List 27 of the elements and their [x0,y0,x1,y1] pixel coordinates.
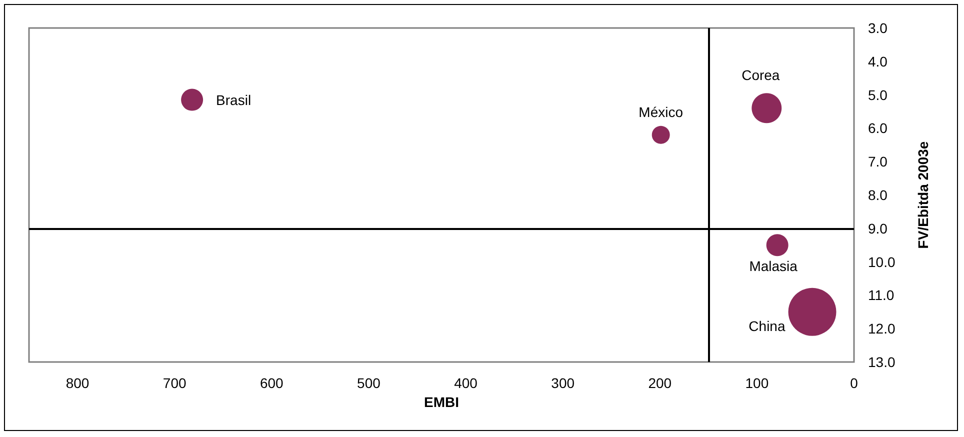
y-tick-label: 9.0 [868,220,888,236]
y-tick-label: 6.0 [868,120,888,136]
y-tick-label: 7.0 [868,154,888,170]
series-label: Malasia [749,258,798,274]
x-axis-title: EMBI [424,394,459,410]
y-tick-label: 10.0 [868,254,896,270]
series-label: Brasil [216,92,252,108]
y-axis-title: FV/Ebitda 2003e [915,141,931,249]
x-tick-label: 200 [648,375,672,391]
y-tick-label: 5.0 [868,86,888,103]
x-tick-label: 300 [551,375,575,391]
x-tick-label: 100 [745,375,769,391]
x-tick-label: 700 [162,375,186,391]
y-tick-label: 11.0 [868,287,894,304]
x-tick-label: 500 [357,375,381,391]
x-tick-label: 800 [66,375,90,391]
y-tick-label: 4.0 [868,53,888,70]
x-tick-label: 400 [454,375,478,391]
y-tick-label: 12.0 [868,320,896,337]
y-tick-label: 13.0 [868,354,896,370]
series-label: México [638,104,684,120]
series-label: Corea [742,67,780,84]
x-tick-label: 600 [260,375,284,391]
x-tick-label: 0 [850,375,858,391]
y-tick-label: 3.0 [868,20,888,36]
y-tick-label: 8.0 [868,187,888,203]
series-label: China [748,318,786,334]
